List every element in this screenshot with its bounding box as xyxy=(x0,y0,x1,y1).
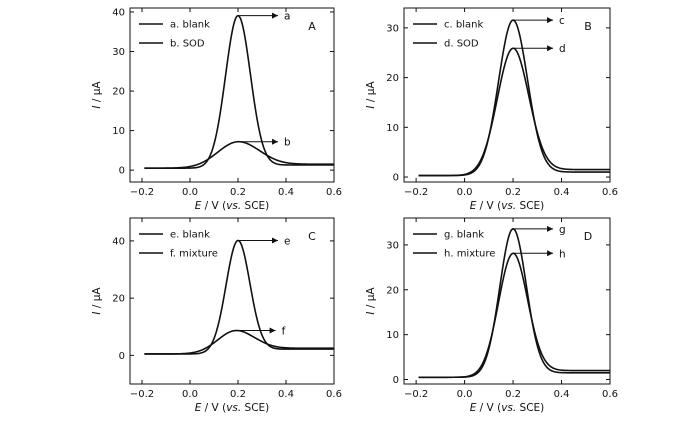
y-tick-label: 10 xyxy=(386,123,399,134)
chart-panel-B: −0.2 0.0 0.2 0.4 0.6 0 10 20 30 E / V (vs. SCE) I … xyxy=(365,7,618,212)
x-tick-label: −0.2 xyxy=(130,187,154,198)
chart-panel-C: −0.2 0.0 0.2 0.4 0.6 0 20 40 E / V (vs. SCE) I / … xyxy=(91,217,342,414)
y-tick-label: 20 xyxy=(112,87,125,98)
chart-panel-A: −0.2 0.0 0.2 0.4 0.6 0 10 20 30 40 E / V (vs. SCE)… xyxy=(91,7,342,212)
x-axis-label: E / V (vs. SCE) xyxy=(195,402,270,414)
plot-frame xyxy=(403,217,611,385)
x-axis-label: E / V (vs. SCE) xyxy=(470,200,545,212)
x-tick-label: 0.4 xyxy=(554,187,570,198)
x-tick-label: 0.2 xyxy=(230,389,246,400)
x-tick-label: 0.0 xyxy=(182,389,198,400)
x-tick-label: 0.4 xyxy=(278,389,294,400)
peak-label: f xyxy=(282,326,286,338)
peak-label: d xyxy=(559,43,566,55)
legend-label: g. blank xyxy=(444,230,484,241)
x-tick-label: 0.6 xyxy=(602,187,618,198)
peak-label: a xyxy=(284,11,290,23)
x-tick-label: 0.6 xyxy=(326,389,342,400)
y-axis-label: I / µA xyxy=(365,287,377,315)
peak-label: c xyxy=(559,15,565,27)
plot-frame xyxy=(129,7,335,183)
legend-label: a. blank xyxy=(170,20,210,31)
peak-label: g xyxy=(559,224,566,236)
x-tick-label: 0.0 xyxy=(457,389,473,400)
series-line-f xyxy=(144,329,334,355)
y-tick-label: 30 xyxy=(112,47,125,58)
peak-arrow-head xyxy=(547,225,554,232)
y-tick-label: 20 xyxy=(386,73,399,84)
x-tick-label: 0.2 xyxy=(505,187,521,198)
y-axis-label: I / µA xyxy=(365,81,377,109)
peak-arrow-head xyxy=(547,45,554,52)
x-tick-label: 0.0 xyxy=(457,187,473,198)
legend-label: f. mixture xyxy=(170,249,218,260)
peak-arrow-head xyxy=(547,17,554,24)
peak-arrow-head xyxy=(272,12,278,19)
y-tick-label: 20 xyxy=(386,285,399,296)
y-tick-label: 30 xyxy=(386,240,399,251)
series-line-b xyxy=(144,140,334,169)
x-tick-label: 0.6 xyxy=(602,389,618,400)
x-tick-label: 0.0 xyxy=(182,187,198,198)
peak-arrow-head xyxy=(272,237,278,244)
x-tick-label: 0.4 xyxy=(278,187,294,198)
legend-label: b. SOD xyxy=(170,39,205,50)
x-tick-label: −0.2 xyxy=(130,389,154,400)
y-tick-label: 10 xyxy=(386,330,399,341)
x-axis-label: E / V (vs. SCE) xyxy=(195,200,270,212)
y-tick-label: 0 xyxy=(393,173,399,184)
peak-arrow-head xyxy=(269,327,276,334)
panel-label: D xyxy=(584,230,592,243)
x-tick-label: 0.2 xyxy=(230,187,246,198)
legend-label: c. blank xyxy=(444,20,483,31)
series-line-h xyxy=(418,252,610,379)
y-tick-label: 10 xyxy=(112,126,125,137)
y-tick-label: 0 xyxy=(119,166,125,177)
peak-arrow-head xyxy=(272,138,278,145)
x-axis-label: E / V (vs. SCE) xyxy=(470,402,545,414)
peak-label: b xyxy=(284,137,291,149)
legend-label: h. mixture xyxy=(444,249,495,260)
x-tick-label: 0.6 xyxy=(326,187,342,198)
x-tick-label: 0.4 xyxy=(554,389,570,400)
x-tick-label: 0.2 xyxy=(505,389,521,400)
plot-frame xyxy=(129,217,335,385)
panel-label: B xyxy=(584,20,592,33)
panel-label: C xyxy=(308,230,316,243)
plot-frame xyxy=(403,7,611,183)
peak-label: h xyxy=(559,248,566,260)
x-tick-label: −0.2 xyxy=(404,389,428,400)
x-tick-label: −0.2 xyxy=(404,187,428,198)
y-tick-label: 40 xyxy=(112,7,125,18)
peak-arrow-head xyxy=(547,250,554,257)
legend-label: e. blank xyxy=(170,230,210,241)
y-tick-label: 0 xyxy=(393,375,399,386)
y-tick-label: 40 xyxy=(112,236,125,247)
panel-label: A xyxy=(308,20,316,33)
peak-label: e xyxy=(284,235,290,247)
y-axis-label: I / µA xyxy=(91,81,103,109)
legend-label: d. SOD xyxy=(444,39,479,50)
series-line-d xyxy=(418,47,610,177)
y-tick-label: 20 xyxy=(112,294,125,305)
chart-panel-D: −0.2 0.0 0.2 0.4 0.6 0 10 20 30 E / V (vs. SCE) I … xyxy=(365,217,618,414)
y-tick-label: 0 xyxy=(119,351,125,362)
y-axis-label: I / µA xyxy=(91,287,103,315)
y-tick-label: 30 xyxy=(386,23,399,34)
